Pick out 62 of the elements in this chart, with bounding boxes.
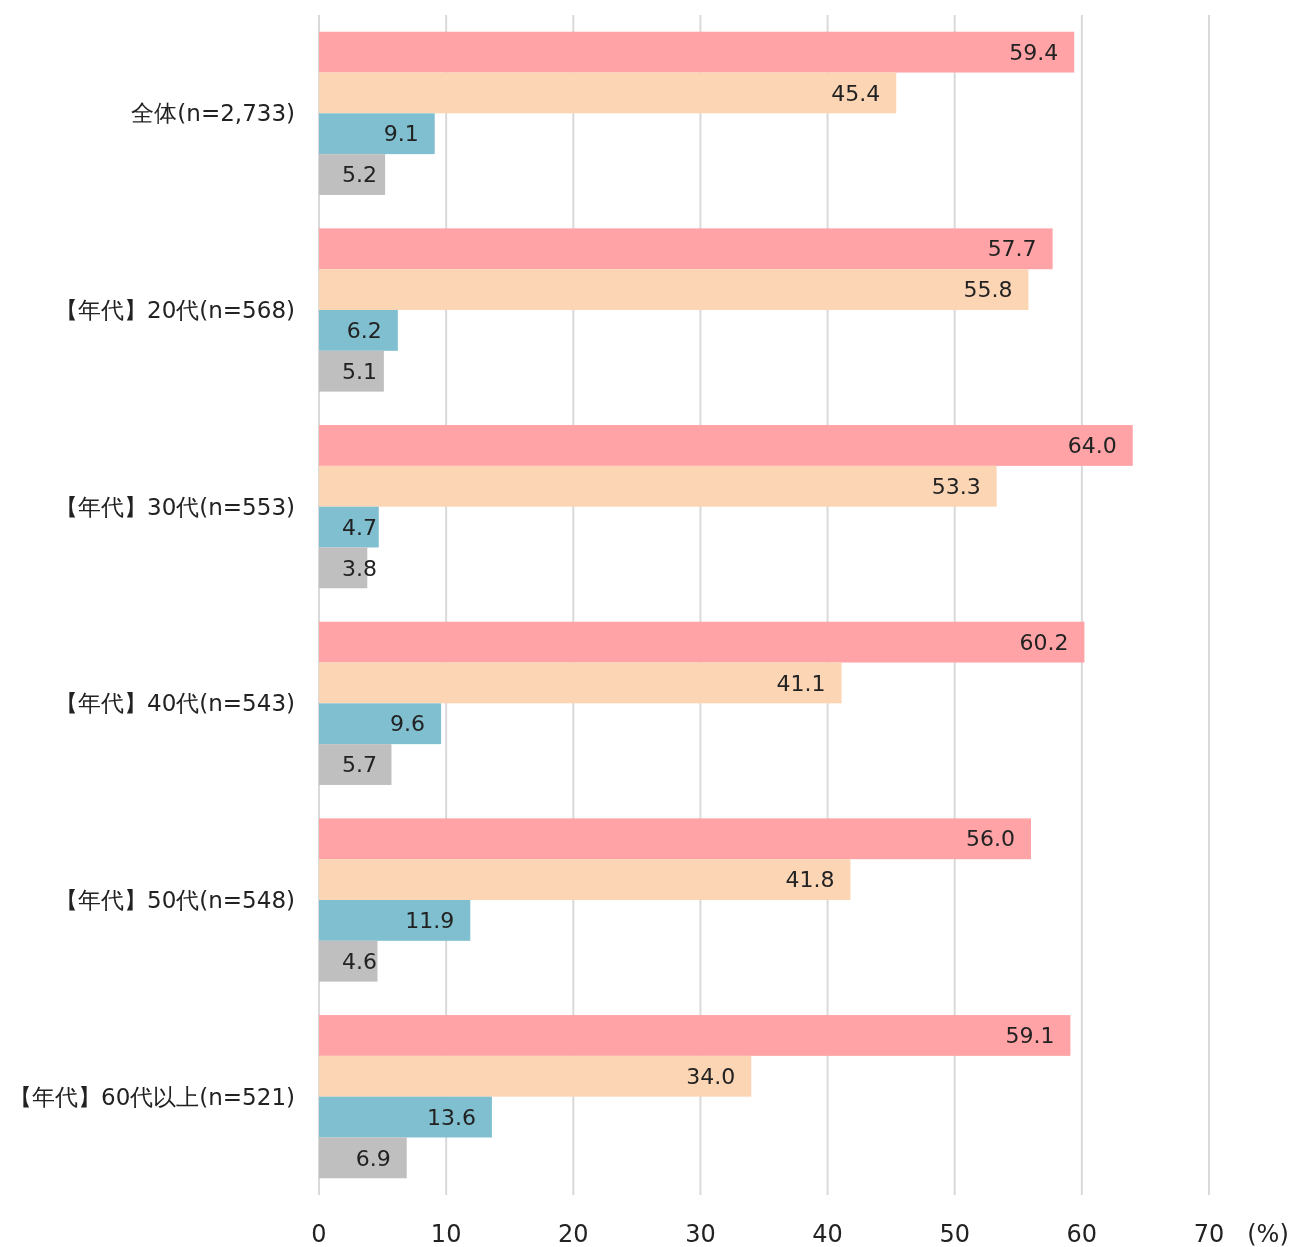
y-tick-label: 【年代】60代以上(n=521) [9,1083,295,1110]
bar [319,310,398,351]
bar [319,465,997,507]
text: 4.7 [342,514,377,540]
text: 9.6 [390,711,426,737]
text: 6.9 [355,1145,391,1171]
bar [319,425,1133,466]
text: 55.8 [963,277,1013,303]
bar [319,621,1085,663]
x-tick-label: 20 [558,1220,589,1247]
text: 45.4 [831,80,881,106]
bar [319,940,378,982]
text: 5.2 [342,162,377,188]
bar [319,662,842,704]
text: 59.1 [1005,1023,1055,1049]
bar [319,228,1053,270]
text: 41.1 [776,670,826,696]
text: 4.6 [342,948,377,974]
y-tick-label: 【年代】50代(n=548) [55,887,295,914]
bar [319,859,851,900]
bar [319,154,386,195]
text: 5.7 [342,752,377,778]
bar [319,900,471,941]
x-axis-title: (%) [1247,1220,1289,1247]
text: 9.1 [383,121,419,147]
text: 64.0 [1067,433,1117,459]
x-tick-label: 70 [1193,1220,1225,1247]
text: 56.0 [966,826,1015,852]
bar [319,31,1075,73]
text: 41.8 [785,867,835,893]
y-tick-label: 全体(n=2,733) [131,100,295,127]
x-tick-label: 30 [685,1220,716,1247]
x-tick-label: 10 [430,1220,462,1247]
bar [319,1137,407,1179]
y-tick-label: 【年代】20代(n=568) [55,297,295,324]
text: 11.9 [405,908,455,934]
bar [319,1096,492,1138]
x-tick-label: 0 [311,1220,327,1247]
text: 3.8 [342,555,377,581]
bar [319,744,392,785]
bar [319,1015,1071,1056]
bar [319,506,379,548]
x-tick-label: 40 [812,1220,843,1247]
text: 5.1 [342,358,377,384]
y-tick-label: 【年代】40代(n=543) [55,690,295,717]
bar [319,703,442,745]
text: 60.2 [1019,629,1069,655]
text: 57.7 [987,236,1037,262]
x-tick-label: 60 [1066,1220,1098,1247]
text: 59.4 [1009,39,1059,65]
bar [319,72,897,114]
text: 6.2 [346,318,382,344]
bar [319,350,384,392]
bar [319,113,435,155]
bar [319,818,1031,860]
bar [319,269,1029,310]
text: 34.0 [686,1063,736,1089]
text: 13.6 [426,1104,476,1130]
bar [319,1055,752,1097]
text: 53.3 [931,473,981,499]
y-tick-label: 【年代】30代(n=553) [55,493,295,520]
x-tick-label: 50 [939,1220,970,1247]
